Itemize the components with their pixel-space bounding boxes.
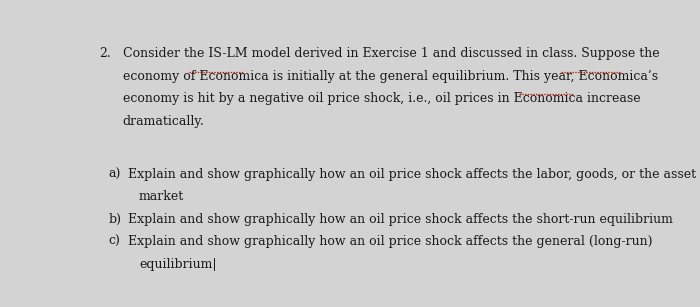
Text: economy of Economica is initially at the general equilibrium. This year, Economi: economy of Economica is initially at the…: [122, 70, 658, 83]
Text: Explain and show graphically how an oil price shock affects the general (long-ru: Explain and show graphically how an oil …: [128, 235, 652, 248]
Text: Consider the IS-LM model derived in Exercise 1 and discussed in class. Suppose t: Consider the IS-LM model derived in Exer…: [122, 48, 659, 60]
Text: Explain and show graphically how an oil price shock affects the short-run equili: Explain and show graphically how an oil …: [128, 213, 673, 226]
Text: a): a): [108, 168, 120, 181]
Text: c): c): [108, 235, 120, 248]
Text: equilibrium|: equilibrium|: [139, 258, 217, 271]
Text: Explain and show graphically how an oil price shock affects the labor, goods, or: Explain and show graphically how an oil …: [128, 168, 697, 181]
Text: economy is hit by a negative oil price shock, i.e., oil prices in Economica incr: economy is hit by a negative oil price s…: [122, 92, 640, 105]
Text: dramatically.: dramatically.: [122, 115, 204, 128]
Text: b): b): [108, 213, 121, 226]
Text: market: market: [139, 190, 184, 204]
Text: 2.: 2.: [99, 48, 111, 60]
